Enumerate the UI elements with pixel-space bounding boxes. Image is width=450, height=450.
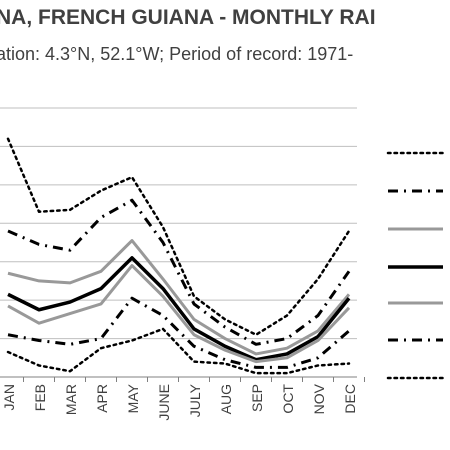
x-tick-label: DEC xyxy=(342,384,358,414)
chart-subtitle: ation: 4.3°N, 52.1°W; Period of record: … xyxy=(0,44,354,64)
x-tick-label: JULY xyxy=(187,383,203,417)
x-tick-label: MAR xyxy=(63,384,79,415)
series-line-2 xyxy=(7,198,351,346)
x-tick-label: NOV xyxy=(311,383,327,414)
series-line-1 xyxy=(6,137,351,336)
x-tick-label: JUNE xyxy=(156,384,172,421)
series-line-5 xyxy=(7,264,351,364)
x-tick-label: APR xyxy=(94,384,110,413)
x-tick-label: MAY xyxy=(125,383,141,413)
x-tick-label: SEP xyxy=(249,384,265,412)
x-tick-label: OCT xyxy=(280,384,296,414)
chart-title: NA, FRENCH GUIANA - MONTHLY RAI xyxy=(0,6,376,29)
series-line-3 xyxy=(7,239,351,356)
x-tick-label: AUG xyxy=(218,384,234,414)
x-tick-label: JAN xyxy=(1,384,17,410)
series-line-6 xyxy=(7,296,350,369)
series-line-4 xyxy=(7,256,351,362)
series-line-7 xyxy=(6,327,351,375)
x-tick-label: FEB xyxy=(32,384,48,411)
